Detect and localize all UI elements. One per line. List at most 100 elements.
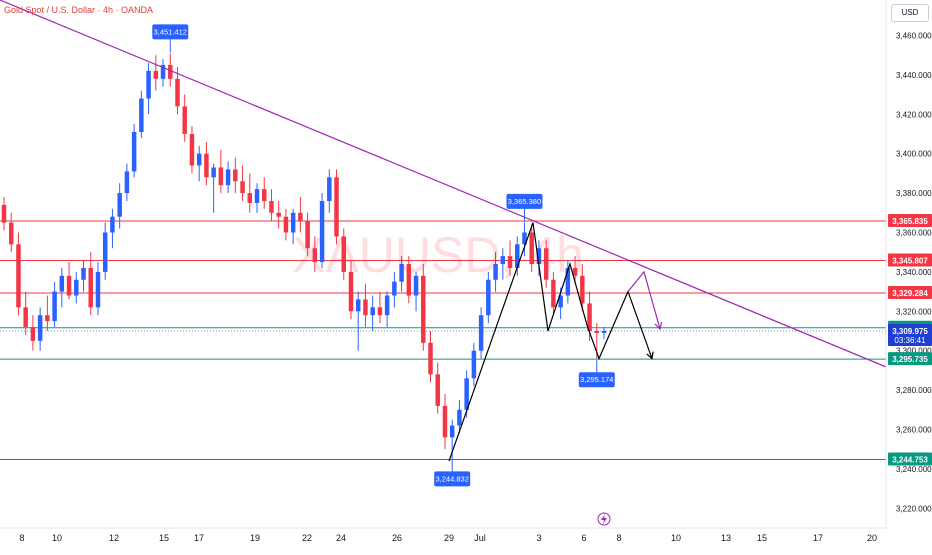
candle (23, 291, 28, 335)
x-tick-label: 15 (159, 533, 169, 543)
projection-arrowhead (646, 351, 654, 360)
price-callout: 3,365.380 (506, 193, 543, 222)
candle (515, 236, 520, 276)
x-tick-label: 29 (444, 533, 454, 543)
candle (399, 256, 404, 292)
price-axis[interactable]: 3,220.000 3,240.000 3,260.000 3,280.000 3,30… (885, 0, 932, 550)
x-tick-label: 6 (581, 533, 586, 543)
y-tick-label: 3,360.000 (896, 228, 932, 237)
candle (233, 157, 238, 194)
candle (131, 124, 137, 178)
candle (254, 183, 260, 213)
candle (471, 342, 477, 387)
svg-text:3,295.735: 3,295.735 (892, 355, 928, 364)
candle (341, 228, 346, 280)
candle (601, 327, 607, 339)
x-tick-label: 13 (721, 533, 731, 543)
candles (1, 53, 607, 460)
candle (312, 236, 318, 272)
candle (428, 330, 433, 383)
candle (269, 189, 274, 221)
candle (45, 295, 50, 331)
price-callout: 3,295.174 (578, 360, 615, 388)
candle (262, 177, 267, 209)
candle (305, 212, 310, 257)
svg-text:3,345.807: 3,345.807 (892, 256, 928, 265)
price-annotations: 3,451.412 3,365.380 3,295.174 3,244.832 (152, 24, 615, 487)
candle (486, 271, 491, 324)
candle (507, 240, 513, 276)
candle (442, 394, 448, 450)
candle (435, 362, 440, 414)
candle (139, 90, 144, 138)
candle (283, 208, 289, 241)
svg-text:3,295.174: 3,295.174 (580, 375, 613, 384)
drawings (0, 0, 924, 462)
candle (160, 59, 166, 87)
candle (370, 295, 375, 331)
x-tick-label: 26 (392, 533, 402, 543)
projection-path (448, 222, 653, 462)
svg-text:3,329.284: 3,329.284 (892, 289, 928, 298)
svg-text:03:36:41: 03:36:41 (894, 336, 926, 345)
svg-text:3,309.975: 3,309.975 (892, 327, 928, 336)
candle (348, 260, 354, 320)
level-price-tag: 3,295.735 (888, 352, 932, 366)
x-tick-label: 17 (194, 533, 204, 543)
candle (196, 145, 202, 182)
symbol-title[interactable]: Gold Spot / U.S. Dollar · 4h · OANDA (4, 5, 154, 15)
y-tick-label: 3,420.000 (896, 110, 932, 119)
y-tick-label: 3,320.000 (896, 307, 932, 316)
svg-text:3,365.380: 3,365.380 (508, 197, 541, 206)
candle (529, 224, 534, 272)
level-price-tag: 3,244.753 (888, 452, 932, 466)
candle (218, 149, 224, 194)
candle (580, 264, 585, 312)
candle (110, 208, 115, 249)
candle (225, 161, 231, 194)
candle (493, 252, 498, 292)
alt-projection-arrowhead (654, 322, 663, 331)
lightning-icon (597, 512, 611, 526)
y-tick-label: 3,260.000 (896, 425, 932, 434)
x-tick-label: 8 (616, 533, 621, 543)
candle (522, 222, 527, 257)
candle (182, 94, 187, 142)
x-tick-label: 15 (757, 533, 767, 543)
y-tick-label: 3,400.000 (896, 150, 932, 159)
candle (66, 262, 72, 300)
candle (37, 307, 43, 351)
candle (204, 141, 209, 186)
x-tick-label: 22 (302, 533, 312, 543)
svg-text:3,365.835: 3,365.835 (892, 217, 928, 226)
candle (363, 283, 368, 328)
descending-trendline (0, 0, 924, 383)
candle (319, 193, 325, 268)
y-tick-label: 3,220.000 (896, 504, 932, 513)
candle (377, 291, 383, 324)
candle (146, 63, 151, 115)
candle (406, 256, 412, 304)
time-axis[interactable]: 8 10 12 15 17 19 22 24 26 29 Jul 3 6 8 10 13 15 17 20 (0, 512, 886, 543)
candle (500, 248, 506, 280)
candle (543, 240, 549, 288)
svg-text:3,451.412: 3,451.412 (154, 27, 187, 36)
x-tick-label: 8 (19, 533, 24, 543)
candle (298, 197, 303, 233)
candle (30, 315, 36, 351)
y-tick-label: 3,280.000 (896, 386, 932, 395)
currency-button[interactable]: USD (891, 4, 929, 22)
x-tick-label: 10 (671, 533, 681, 543)
candle (16, 232, 21, 316)
candle (334, 169, 339, 245)
svg-text:3,244.753: 3,244.753 (892, 456, 928, 465)
candle (478, 307, 484, 359)
y-tick-label: 3,460.000 (896, 31, 932, 40)
x-tick-label: 17 (813, 533, 823, 543)
price-callout: 3,244.832 (434, 459, 471, 487)
y-tick-label: 3,300.000 (896, 347, 932, 356)
x-tick-label: 20 (867, 533, 877, 543)
candle (189, 126, 195, 174)
